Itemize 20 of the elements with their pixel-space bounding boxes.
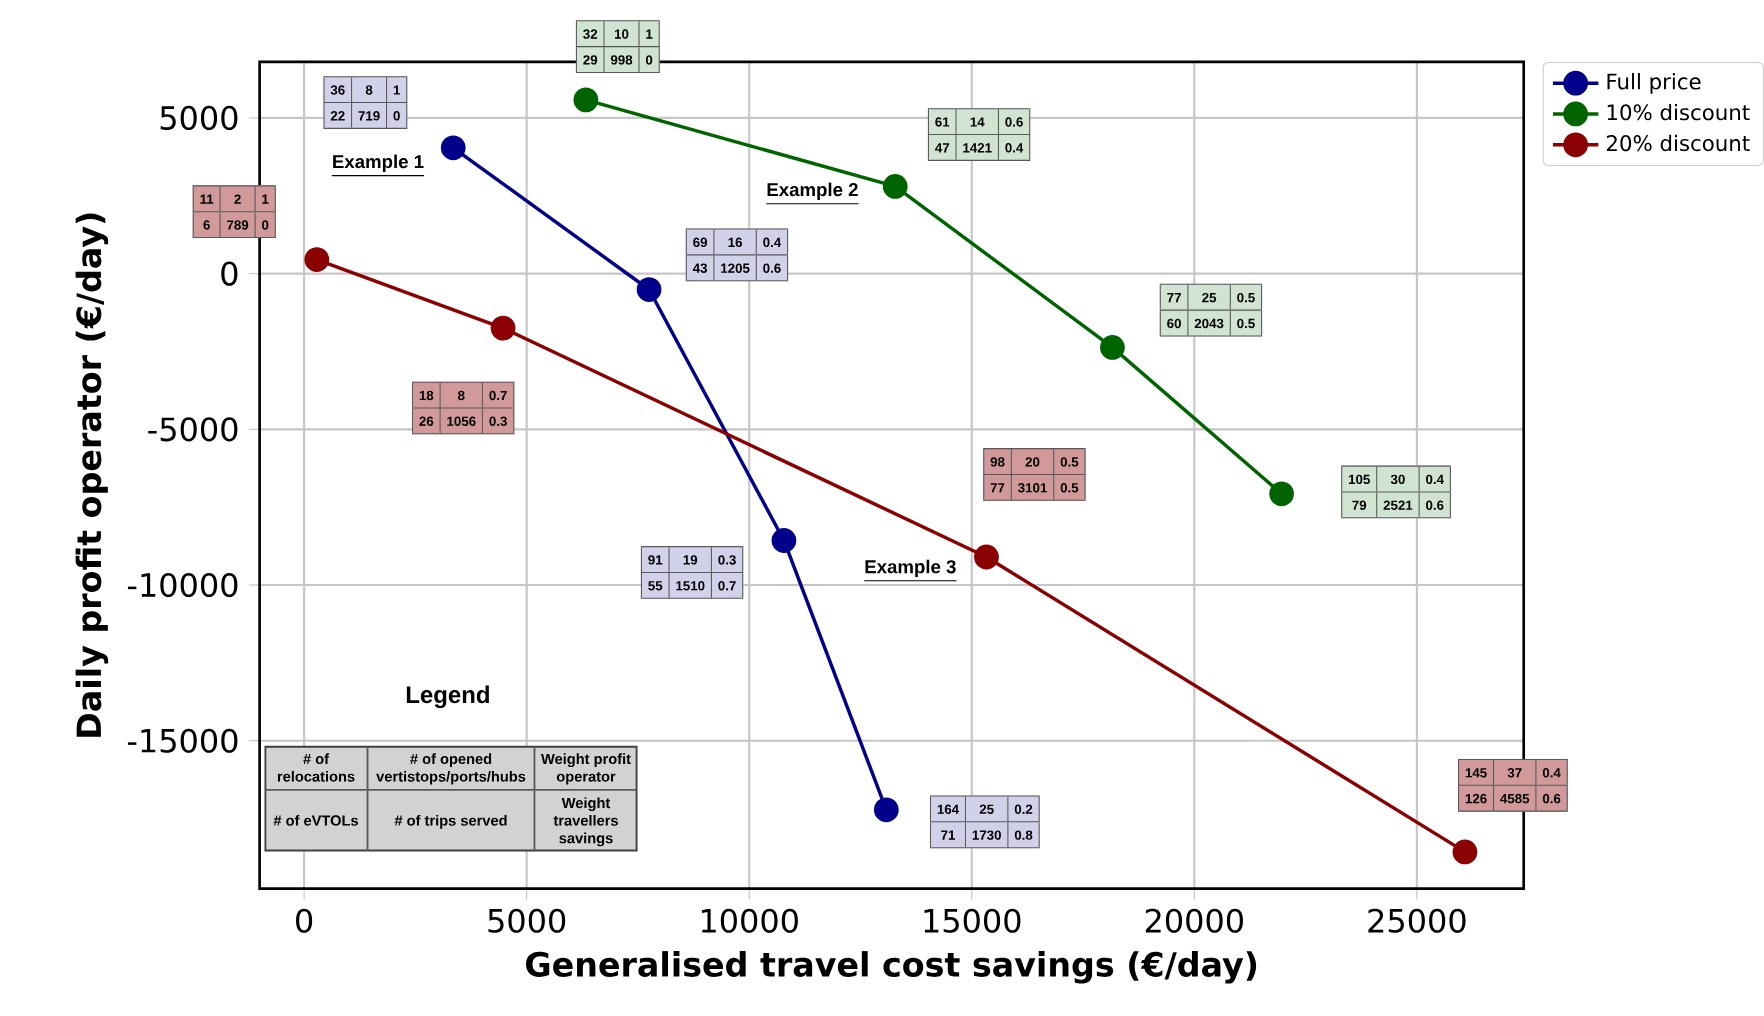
y-axis-title: Daily profit operator (€/day) bbox=[75, 213, 109, 737]
x-tick-label: 10000 bbox=[701, 908, 798, 933]
y-tick-label: 0 bbox=[221, 261, 238, 286]
y-tick-label: -10000 bbox=[127, 572, 238, 597]
x-tick-label: 25000 bbox=[1368, 908, 1466, 933]
y-tick-label: -5000 bbox=[148, 417, 238, 442]
annotation: Example 1 bbox=[333, 154, 424, 172]
legend-label: 10% discount bbox=[1607, 103, 1750, 121]
annotation: Example 2 bbox=[767, 182, 858, 200]
x-tick-label: 20000 bbox=[1145, 908, 1243, 933]
legend-label: Full price bbox=[1607, 72, 1701, 94]
annotation: Example 3 bbox=[865, 559, 956, 577]
x-tick-label: 5000 bbox=[488, 908, 566, 933]
legend-label: 20% discount bbox=[1606, 134, 1750, 151]
x-tick-label: 0 bbox=[296, 908, 313, 933]
annotation: Legend bbox=[406, 685, 489, 708]
x-tick-label: 15000 bbox=[924, 908, 1021, 933]
x-axis-title: Generalised travel cost savings (€/day) bbox=[526, 950, 1257, 984]
y-tick-label: 5000 bbox=[160, 105, 238, 130]
y-tick-label: -15000 bbox=[127, 728, 238, 753]
